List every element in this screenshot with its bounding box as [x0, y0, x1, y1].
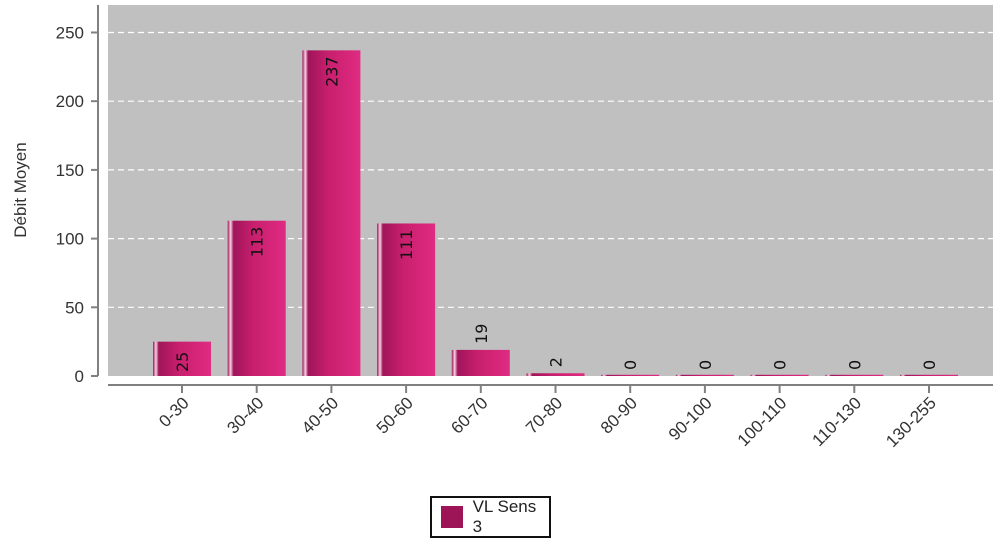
- data-label: 237: [322, 56, 341, 87]
- bar: [750, 374, 809, 376]
- legend-label: VL Sens 3: [472, 497, 537, 536]
- y-axis-label: Débit Moyen: [11, 142, 30, 237]
- x-tick-label: 90-100: [665, 393, 716, 444]
- x-tick-label: 60-70: [447, 393, 491, 437]
- x-tick-label: 130-255: [882, 393, 940, 451]
- x-tick-label: 50-60: [373, 393, 417, 437]
- bar: [825, 374, 884, 376]
- x-tick-label: 80-90: [597, 393, 641, 437]
- x-tick-label: 70-80: [522, 393, 566, 437]
- bars: [153, 50, 958, 376]
- bar: [526, 373, 585, 376]
- data-label: 0: [771, 360, 790, 370]
- data-label: 19: [472, 324, 491, 344]
- x-tick-label: 110-130: [808, 393, 865, 450]
- x-tick-label: 0-30: [155, 393, 192, 430]
- x-tick-label: 40-50: [298, 393, 342, 437]
- data-labels: 25 113 237 111 19 2 0 0 0 0 0: [173, 56, 939, 372]
- bar: [377, 223, 436, 376]
- data-label: 111: [397, 229, 416, 260]
- x-ticks: 0-30 30-40 40-50 50-60 60-70 70-80 80-90 90-100…: [155, 385, 940, 451]
- y-tick-label: 150: [56, 161, 84, 180]
- axes: [97, 5, 993, 386]
- bar: [227, 220, 286, 376]
- bar: [302, 50, 361, 376]
- x-tick-label: 100-110: [734, 393, 791, 450]
- y-tick-label: 100: [56, 230, 84, 249]
- bar: [675, 374, 734, 376]
- y-ticks: 0 50 100 150 200 250: [56, 23, 98, 386]
- y-tick-label: 50: [65, 298, 84, 317]
- y-tick-label: 250: [56, 23, 84, 42]
- bar: [153, 341, 211, 376]
- data-label: 25: [173, 352, 192, 372]
- data-label: 0: [696, 360, 715, 370]
- bar: [900, 374, 958, 376]
- data-label: 2: [547, 357, 566, 367]
- grid-lines: [108, 31, 993, 308]
- data-label: 0: [920, 360, 939, 370]
- bar: [601, 374, 660, 376]
- legend: VL Sens 3: [430, 496, 551, 538]
- y-tick-label: 200: [56, 92, 84, 111]
- data-label: 0: [621, 360, 640, 370]
- data-label: 0: [845, 360, 864, 370]
- x-tick-label: 30-40: [223, 393, 267, 437]
- legend-swatch: [441, 506, 463, 528]
- data-label: 113: [248, 227, 267, 258]
- y-tick-label: 0: [75, 367, 84, 386]
- bar: [451, 349, 510, 376]
